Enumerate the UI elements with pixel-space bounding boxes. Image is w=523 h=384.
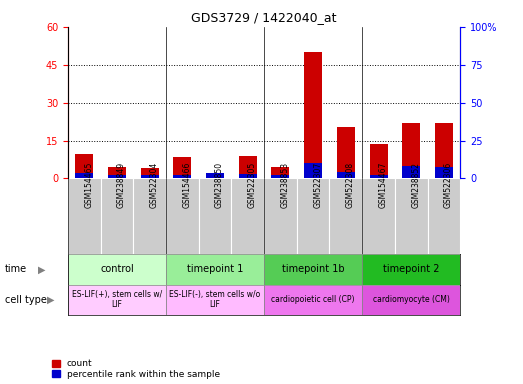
Bar — [68, 285, 166, 315]
Bar — [75, 154, 93, 179]
Bar — [370, 144, 388, 179]
Bar — [68, 254, 166, 285]
Bar — [166, 285, 264, 315]
Bar — [370, 175, 388, 179]
Bar — [304, 52, 322, 179]
Text: GSM238852: GSM238852 — [411, 162, 420, 207]
Text: control: control — [100, 265, 134, 275]
Text: GSM522308: GSM522308 — [346, 161, 355, 208]
Bar — [133, 179, 166, 254]
Bar — [428, 179, 460, 254]
Bar — [166, 179, 199, 254]
Text: GSM522304: GSM522304 — [150, 161, 158, 208]
Bar — [174, 157, 191, 179]
Bar — [435, 167, 453, 179]
Text: time: time — [5, 265, 27, 275]
Bar — [206, 173, 224, 179]
Text: timepoint 1b: timepoint 1b — [282, 265, 345, 275]
Bar — [264, 285, 362, 315]
Bar — [174, 175, 191, 179]
Text: ES-LIF(-), stem cells w/o
LIF: ES-LIF(-), stem cells w/o LIF — [169, 290, 260, 310]
Text: cell type: cell type — [5, 295, 47, 305]
Bar — [435, 123, 453, 179]
Bar — [166, 254, 264, 285]
Bar — [395, 179, 428, 254]
Text: timepoint 1: timepoint 1 — [187, 265, 243, 275]
Bar — [239, 156, 257, 179]
Text: GSM154465: GSM154465 — [84, 161, 93, 208]
Text: ▶: ▶ — [47, 295, 54, 305]
Bar — [337, 127, 355, 179]
Bar — [141, 175, 158, 179]
Bar — [264, 254, 362, 285]
Bar — [329, 179, 362, 254]
Title: GDS3729 / 1422040_at: GDS3729 / 1422040_at — [191, 11, 337, 24]
Text: timepoint 2: timepoint 2 — [383, 265, 439, 275]
Bar — [100, 179, 133, 254]
Text: GSM522305: GSM522305 — [248, 161, 257, 208]
Text: cardiopoietic cell (CP): cardiopoietic cell (CP) — [271, 295, 355, 304]
Bar — [362, 254, 460, 285]
Text: GSM522307: GSM522307 — [313, 161, 322, 208]
Bar — [304, 163, 322, 179]
Legend: count, percentile rank within the sample: count, percentile rank within the sample — [52, 358, 221, 379]
Bar — [206, 177, 224, 179]
Bar — [362, 285, 460, 315]
Text: GSM238853: GSM238853 — [280, 161, 289, 208]
Bar — [337, 172, 355, 179]
Bar — [199, 179, 231, 254]
Text: GSM522306: GSM522306 — [444, 161, 453, 208]
Text: cardiomyocyte (CM): cardiomyocyte (CM) — [373, 295, 450, 304]
Text: ▶: ▶ — [38, 265, 45, 275]
Text: GSM238849: GSM238849 — [117, 161, 126, 208]
Text: GSM238850: GSM238850 — [215, 161, 224, 208]
Text: GSM154466: GSM154466 — [183, 161, 191, 208]
Bar — [141, 168, 158, 179]
Bar — [271, 175, 289, 179]
Bar — [264, 179, 297, 254]
Text: GSM154467: GSM154467 — [379, 161, 388, 208]
Bar — [68, 179, 100, 254]
Bar — [231, 179, 264, 254]
Bar — [362, 179, 395, 254]
Bar — [271, 167, 289, 179]
Bar — [75, 173, 93, 179]
Bar — [402, 123, 420, 179]
Bar — [108, 175, 126, 179]
Bar — [239, 174, 257, 179]
Bar — [297, 179, 329, 254]
Text: ES-LIF(+), stem cells w/
LIF: ES-LIF(+), stem cells w/ LIF — [72, 290, 162, 310]
Bar — [402, 166, 420, 179]
Bar — [108, 167, 126, 179]
